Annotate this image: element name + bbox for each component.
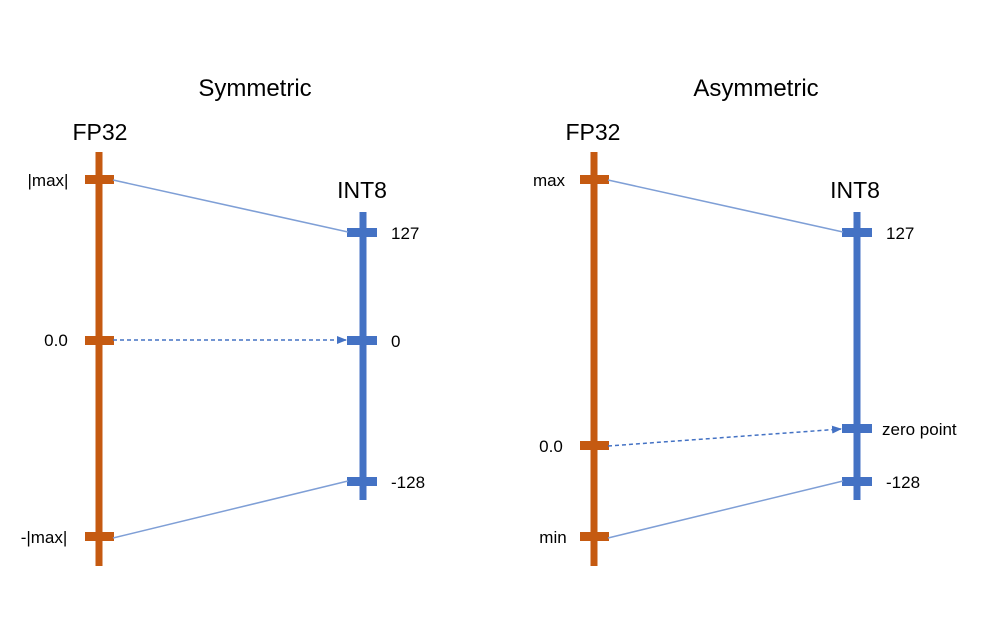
int8-tick-minus128 <box>347 477 377 486</box>
fp32-tick-zero <box>85 336 114 345</box>
fp32-label-min: -|max| <box>21 528 68 547</box>
int8-label-zero: 0 <box>391 332 400 351</box>
int8-label-minus128: -128 <box>886 473 920 492</box>
fp32-tick-zero <box>580 441 609 450</box>
fp32-tick-max <box>580 175 609 184</box>
mapping-arrow-zero <box>607 425 842 447</box>
int8-tick-minus128 <box>842 477 872 486</box>
mapping-line-min <box>607 480 844 539</box>
symmetric-panel: Symmetric FP32 INT8 |max| 0.0 -|max| 127… <box>21 75 425 566</box>
int8-label-127: 127 <box>886 224 914 243</box>
panel-title: Asymmetric <box>693 75 818 102</box>
panel-title: Symmetric <box>198 75 311 102</box>
fp32-tick-max <box>85 175 114 184</box>
fp32-label-max: max <box>533 171 566 190</box>
fp32-label-zero: 0.0 <box>44 331 68 350</box>
int8-label-minus128: -128 <box>391 473 425 492</box>
fp32-axis-label: FP32 <box>566 119 621 145</box>
fp32-label-max: |max| <box>28 171 69 190</box>
int8-tick-127 <box>842 228 872 237</box>
int8-tick-127 <box>347 228 377 237</box>
fp32-tick-min <box>85 532 114 541</box>
int8-axis-label: INT8 <box>337 177 387 203</box>
int8-axis-label: INT8 <box>830 177 880 203</box>
asymmetric-panel: Asymmetric FP32 INT8 max 0.0 min 127 zer… <box>533 75 957 566</box>
mapping-line-max <box>607 179 844 233</box>
mapping-line-max <box>112 179 349 233</box>
int8-tick-zero <box>347 336 377 345</box>
int8-tick-zero-point <box>842 424 872 433</box>
mapping-line-min <box>112 480 349 539</box>
fp32-label-zero: 0.0 <box>539 437 563 456</box>
fp32-label-min: min <box>539 528 566 547</box>
fp32-tick-min <box>580 532 609 541</box>
int8-label-zero-point: zero point <box>882 420 957 439</box>
fp32-axis-label: FP32 <box>73 119 128 145</box>
int8-label-127: 127 <box>391 224 419 243</box>
